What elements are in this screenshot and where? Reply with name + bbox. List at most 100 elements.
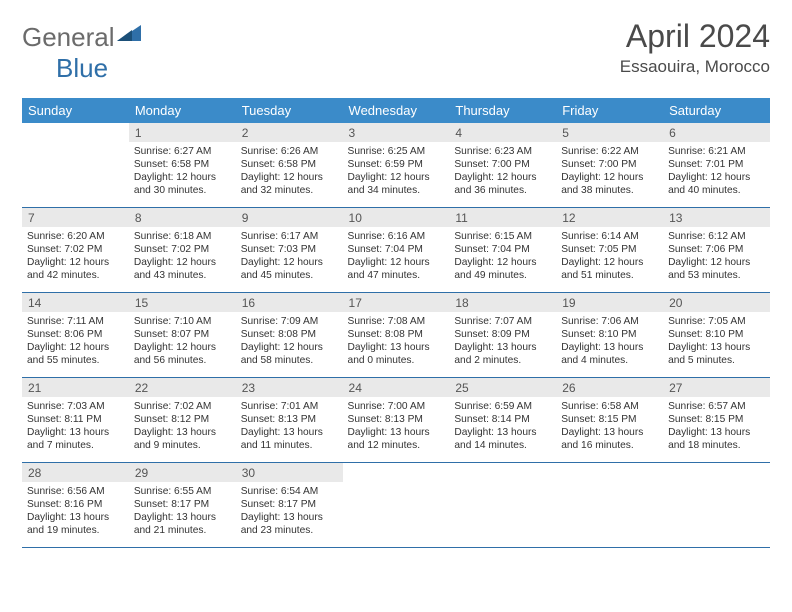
- day-line-dl1: Daylight: 13 hours: [27, 511, 124, 524]
- day-cell: 16Sunrise: 7:09 AMSunset: 8:08 PMDayligh…: [236, 293, 343, 378]
- day-body: Sunrise: 7:10 AMSunset: 8:07 PMDaylight:…: [129, 312, 236, 371]
- day-line-set: Sunset: 8:15 PM: [561, 413, 658, 426]
- day-body: Sunrise: 6:16 AMSunset: 7:04 PMDaylight:…: [343, 227, 450, 286]
- day-number: 28: [22, 463, 129, 482]
- day-line-dl1: Daylight: 12 hours: [348, 171, 445, 184]
- day-body: Sunrise: 6:54 AMSunset: 8:17 PMDaylight:…: [236, 482, 343, 541]
- day-line-set: Sunset: 7:01 PM: [668, 158, 765, 171]
- day-line-dl1: Daylight: 13 hours: [241, 426, 338, 439]
- day-cell: 19Sunrise: 7:06 AMSunset: 8:10 PMDayligh…: [556, 293, 663, 378]
- day-line-dl2: and 34 minutes.: [348, 184, 445, 197]
- day-number: 29: [129, 463, 236, 482]
- day-cell: [343, 463, 450, 548]
- day-line-dl1: Daylight: 12 hours: [668, 256, 765, 269]
- day-line-set: Sunset: 6:58 PM: [241, 158, 338, 171]
- day-cell: 10Sunrise: 6:16 AMSunset: 7:04 PMDayligh…: [343, 208, 450, 293]
- day-line-set: Sunset: 8:06 PM: [27, 328, 124, 341]
- day-line-dl1: Daylight: 12 hours: [27, 256, 124, 269]
- day-line-rise: Sunrise: 7:07 AM: [454, 315, 551, 328]
- day-line-dl2: and 18 minutes.: [668, 439, 765, 452]
- day-line-rise: Sunrise: 6:18 AM: [134, 230, 231, 243]
- day-line-dl1: Daylight: 13 hours: [668, 341, 765, 354]
- day-cell: 7Sunrise: 6:20 AMSunset: 7:02 PMDaylight…: [22, 208, 129, 293]
- day-cell: 9Sunrise: 6:17 AMSunset: 7:03 PMDaylight…: [236, 208, 343, 293]
- day-cell: 8Sunrise: 6:18 AMSunset: 7:02 PMDaylight…: [129, 208, 236, 293]
- day-body: Sunrise: 7:02 AMSunset: 8:12 PMDaylight:…: [129, 397, 236, 456]
- day-cell: 15Sunrise: 7:10 AMSunset: 8:07 PMDayligh…: [129, 293, 236, 378]
- day-body: Sunrise: 6:27 AMSunset: 6:58 PMDaylight:…: [129, 142, 236, 201]
- day-cell: 25Sunrise: 6:59 AMSunset: 8:14 PMDayligh…: [449, 378, 556, 463]
- day-number: 2: [236, 123, 343, 142]
- day-line-dl2: and 9 minutes.: [134, 439, 231, 452]
- day-line-rise: Sunrise: 6:27 AM: [134, 145, 231, 158]
- day-line-dl2: and 30 minutes.: [134, 184, 231, 197]
- day-line-dl2: and 45 minutes.: [241, 269, 338, 282]
- day-line-dl1: Daylight: 13 hours: [134, 426, 231, 439]
- day-body: Sunrise: 6:25 AMSunset: 6:59 PMDaylight:…: [343, 142, 450, 201]
- day-cell: 4Sunrise: 6:23 AMSunset: 7:00 PMDaylight…: [449, 123, 556, 208]
- day-body: Sunrise: 6:15 AMSunset: 7:04 PMDaylight:…: [449, 227, 556, 286]
- week-row: 7Sunrise: 6:20 AMSunset: 7:02 PMDaylight…: [22, 208, 770, 293]
- day-number: 22: [129, 378, 236, 397]
- day-line-dl1: Daylight: 13 hours: [348, 426, 445, 439]
- page: General April 2024 Essaouira, Morocco Bl…: [0, 0, 792, 566]
- day-line-set: Sunset: 7:05 PM: [561, 243, 658, 256]
- day-body: Sunrise: 7:03 AMSunset: 8:11 PMDaylight:…: [22, 397, 129, 456]
- day-line-dl2: and 16 minutes.: [561, 439, 658, 452]
- day-line-dl2: and 12 minutes.: [348, 439, 445, 452]
- day-line-rise: Sunrise: 6:21 AM: [668, 145, 765, 158]
- day-line-dl2: and 38 minutes.: [561, 184, 658, 197]
- day-number: 21: [22, 378, 129, 397]
- day-body: Sunrise: 7:11 AMSunset: 8:06 PMDaylight:…: [22, 312, 129, 371]
- day-line-set: Sunset: 7:00 PM: [561, 158, 658, 171]
- day-line-rise: Sunrise: 7:11 AM: [27, 315, 124, 328]
- day-line-dl2: and 23 minutes.: [241, 524, 338, 537]
- day-body: Sunrise: 7:05 AMSunset: 8:10 PMDaylight:…: [663, 312, 770, 371]
- day-cell: 14Sunrise: 7:11 AMSunset: 8:06 PMDayligh…: [22, 293, 129, 378]
- logo-triangle-icon: [117, 23, 143, 48]
- day-number: 24: [343, 378, 450, 397]
- day-line-set: Sunset: 7:04 PM: [348, 243, 445, 256]
- day-cell: [22, 123, 129, 208]
- day-line-dl2: and 53 minutes.: [668, 269, 765, 282]
- dow-wed: Wednesday: [343, 98, 450, 123]
- day-cell: 26Sunrise: 6:58 AMSunset: 8:15 PMDayligh…: [556, 378, 663, 463]
- day-line-dl2: and 21 minutes.: [134, 524, 231, 537]
- day-cell: 29Sunrise: 6:55 AMSunset: 8:17 PMDayligh…: [129, 463, 236, 548]
- day-cell: 21Sunrise: 7:03 AMSunset: 8:11 PMDayligh…: [22, 378, 129, 463]
- day-line-dl1: Daylight: 13 hours: [454, 426, 551, 439]
- day-line-dl2: and 40 minutes.: [668, 184, 765, 197]
- day-line-rise: Sunrise: 6:17 AM: [241, 230, 338, 243]
- day-line-rise: Sunrise: 7:06 AM: [561, 315, 658, 328]
- day-line-rise: Sunrise: 6:26 AM: [241, 145, 338, 158]
- day-body: Sunrise: 7:09 AMSunset: 8:08 PMDaylight:…: [236, 312, 343, 371]
- day-line-set: Sunset: 8:10 PM: [561, 328, 658, 341]
- day-body: Sunrise: 6:14 AMSunset: 7:05 PMDaylight:…: [556, 227, 663, 286]
- day-line-set: Sunset: 8:17 PM: [241, 498, 338, 511]
- day-line-dl2: and 7 minutes.: [27, 439, 124, 452]
- logo: General: [22, 22, 143, 53]
- day-line-rise: Sunrise: 6:54 AM: [241, 485, 338, 498]
- day-line-dl1: Daylight: 12 hours: [454, 256, 551, 269]
- dow-fri: Friday: [556, 98, 663, 123]
- day-body: Sunrise: 7:00 AMSunset: 8:13 PMDaylight:…: [343, 397, 450, 456]
- day-number: 5: [556, 123, 663, 142]
- day-number: 9: [236, 208, 343, 227]
- day-line-dl2: and 43 minutes.: [134, 269, 231, 282]
- day-line-dl1: Daylight: 13 hours: [561, 341, 658, 354]
- logo-text-2: Blue: [56, 53, 108, 83]
- day-cell: 18Sunrise: 7:07 AMSunset: 8:09 PMDayligh…: [449, 293, 556, 378]
- day-cell: [556, 463, 663, 548]
- day-line-rise: Sunrise: 6:56 AM: [27, 485, 124, 498]
- day-line-dl2: and 5 minutes.: [668, 354, 765, 367]
- day-line-rise: Sunrise: 6:25 AM: [348, 145, 445, 158]
- day-line-dl2: and 42 minutes.: [27, 269, 124, 282]
- day-cell: 30Sunrise: 6:54 AMSunset: 8:17 PMDayligh…: [236, 463, 343, 548]
- day-line-rise: Sunrise: 6:20 AM: [27, 230, 124, 243]
- day-line-set: Sunset: 6:58 PM: [134, 158, 231, 171]
- day-cell: 5Sunrise: 6:22 AMSunset: 7:00 PMDaylight…: [556, 123, 663, 208]
- day-line-dl2: and 56 minutes.: [134, 354, 231, 367]
- day-number: 27: [663, 378, 770, 397]
- day-cell: 23Sunrise: 7:01 AMSunset: 8:13 PMDayligh…: [236, 378, 343, 463]
- day-line-dl2: and 55 minutes.: [27, 354, 124, 367]
